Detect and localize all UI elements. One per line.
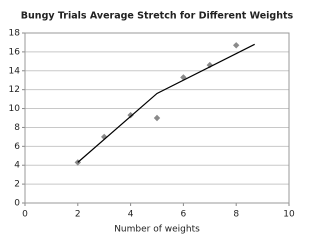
x-tick-label: 2 <box>75 210 81 220</box>
x-tick-label: 8 <box>233 210 239 220</box>
x-tick-label: 10 <box>283 210 295 220</box>
data-point <box>180 74 187 81</box>
x-tick-label: 0 <box>22 210 28 220</box>
y-tick-label: 12 <box>9 85 20 95</box>
y-tick-label: 10 <box>9 104 21 114</box>
chart-title: Bungy Trials Average Stretch for Differe… <box>21 11 294 22</box>
y-tick-label: 4 <box>14 161 20 171</box>
y-tick-label: 6 <box>14 142 20 152</box>
x-tick-label: 4 <box>128 210 134 220</box>
x-tick-label: 6 <box>181 210 187 220</box>
y-tick-label: 16 <box>9 47 21 57</box>
x-axis-label: Number of weights <box>114 225 200 235</box>
y-tick-label: 14 <box>9 66 21 76</box>
chart: Bungy Trials Average Stretch for Differe… <box>9 11 295 235</box>
plot-frame <box>24 32 290 204</box>
data-point <box>153 114 161 122</box>
data-point <box>233 42 240 49</box>
y-tick-label: 18 <box>9 29 21 39</box>
y-tick-label: 8 <box>14 123 20 133</box>
data-point <box>127 111 134 119</box>
y-tick-label: 2 <box>14 180 20 190</box>
y-tick-label: 0 <box>14 199 20 209</box>
trend-line <box>77 43 255 163</box>
data-point <box>101 133 108 141</box>
